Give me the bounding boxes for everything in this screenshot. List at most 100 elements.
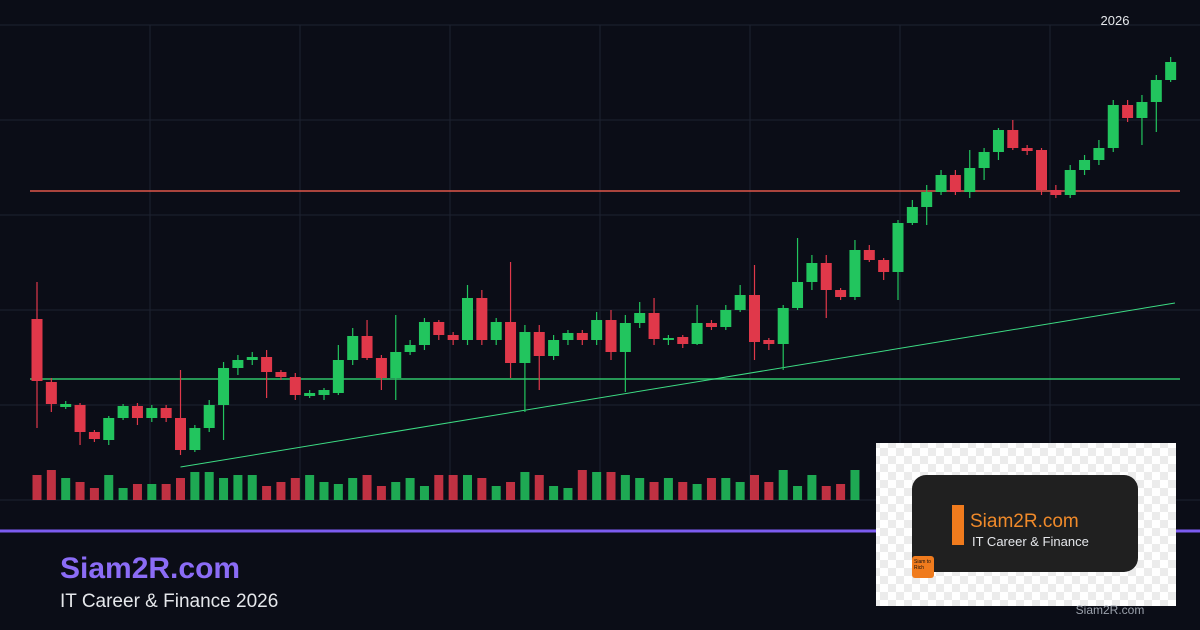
volume-bar <box>391 482 401 500</box>
candle-body <box>1036 150 1047 190</box>
brand-subtitle: IT Career & Finance 2026 <box>60 591 278 612</box>
volume-bar <box>233 475 243 500</box>
volume-bar <box>75 482 85 500</box>
candle-body <box>390 352 402 378</box>
candle-body <box>103 418 115 440</box>
candle-body <box>304 393 316 396</box>
candle-body <box>634 313 646 323</box>
candle-body <box>1079 160 1091 170</box>
candle-body <box>146 408 158 418</box>
candle-body <box>849 250 861 297</box>
candle-body <box>175 418 186 450</box>
candle-body <box>705 323 717 327</box>
candle-body <box>1050 190 1062 195</box>
volume-bar <box>290 478 300 500</box>
candle-body <box>720 310 732 327</box>
volume-bar <box>764 482 774 500</box>
candle-body <box>218 368 230 405</box>
volume-bar <box>176 478 185 500</box>
volume-bar <box>577 470 587 500</box>
candle-body <box>1122 105 1134 118</box>
candle-body <box>1007 130 1019 148</box>
volume-bar <box>104 475 114 500</box>
volume-bar <box>549 486 559 500</box>
logo-title: Siam2R.com <box>970 511 1079 532</box>
candle-body <box>447 335 459 340</box>
candle-body <box>505 322 517 363</box>
candle-body <box>605 320 617 352</box>
candle-body <box>433 322 445 335</box>
volume-bar <box>721 478 731 500</box>
candle-body <box>749 295 760 342</box>
candle-body <box>949 175 961 192</box>
volume-bar <box>649 482 659 500</box>
volume-bar <box>620 475 630 500</box>
volume-bar <box>477 478 487 500</box>
candle-body <box>878 260 890 272</box>
candle-body <box>45 382 57 404</box>
candle-body <box>74 405 86 432</box>
plot <box>30 57 1180 500</box>
candle-body <box>906 207 918 223</box>
volume-bar <box>333 484 343 500</box>
volume-bar <box>276 482 286 500</box>
candle-body <box>476 298 488 340</box>
volume-bar <box>32 475 42 500</box>
volume-bar <box>706 478 716 500</box>
year-label: 2026 <box>1101 13 1130 28</box>
candle-body <box>648 313 660 339</box>
candle-body <box>591 320 603 340</box>
volume-bar <box>89 488 99 500</box>
volume-bar <box>534 475 544 500</box>
logo-badge: Siam to Rich <box>914 559 931 571</box>
volume-bar <box>793 486 803 500</box>
volume-bar <box>778 470 788 500</box>
candle-body <box>806 263 818 282</box>
candle-body <box>691 323 703 344</box>
candle-body <box>375 358 387 378</box>
volume-bar <box>606 472 616 500</box>
candle-body <box>347 336 359 360</box>
candle-body <box>275 372 287 377</box>
candle-body <box>835 290 847 297</box>
footer: Siam2R.com <box>1076 603 1145 617</box>
volume-bar <box>735 482 745 500</box>
volume-bar <box>678 482 688 500</box>
volume-bar <box>592 472 602 500</box>
candle-body <box>88 432 100 439</box>
candle-body <box>189 428 201 450</box>
volume-bar <box>190 472 200 500</box>
candle-body <box>490 322 502 340</box>
candle-body <box>60 404 72 407</box>
candle-body <box>418 322 430 345</box>
candle-body <box>519 332 531 363</box>
candle-body <box>160 408 172 418</box>
volume-bar <box>506 482 516 500</box>
candle-body <box>921 192 933 207</box>
candle-body <box>1107 105 1119 148</box>
volume-bar <box>807 475 817 500</box>
candle-body <box>261 357 273 372</box>
candle-body <box>863 250 875 260</box>
candle-body <box>1021 148 1033 151</box>
volume-bar <box>520 472 530 500</box>
volume-bar <box>61 478 71 500</box>
volume-bar <box>405 478 415 500</box>
candle-body <box>1150 80 1162 102</box>
candle-body <box>361 336 373 358</box>
volume-bar <box>491 486 501 500</box>
volume-bar <box>750 475 759 500</box>
volume-bar <box>46 470 56 500</box>
candle-body <box>892 223 904 272</box>
candle-body <box>964 168 976 192</box>
candle-body <box>548 340 560 356</box>
candle-body <box>462 298 473 340</box>
candle-body <box>404 345 416 352</box>
candle-body <box>576 333 588 340</box>
candle-body <box>677 337 689 344</box>
volume-bar <box>348 478 358 500</box>
candle-body <box>131 406 143 418</box>
volume-bar <box>204 472 214 500</box>
candle-body <box>31 319 43 381</box>
